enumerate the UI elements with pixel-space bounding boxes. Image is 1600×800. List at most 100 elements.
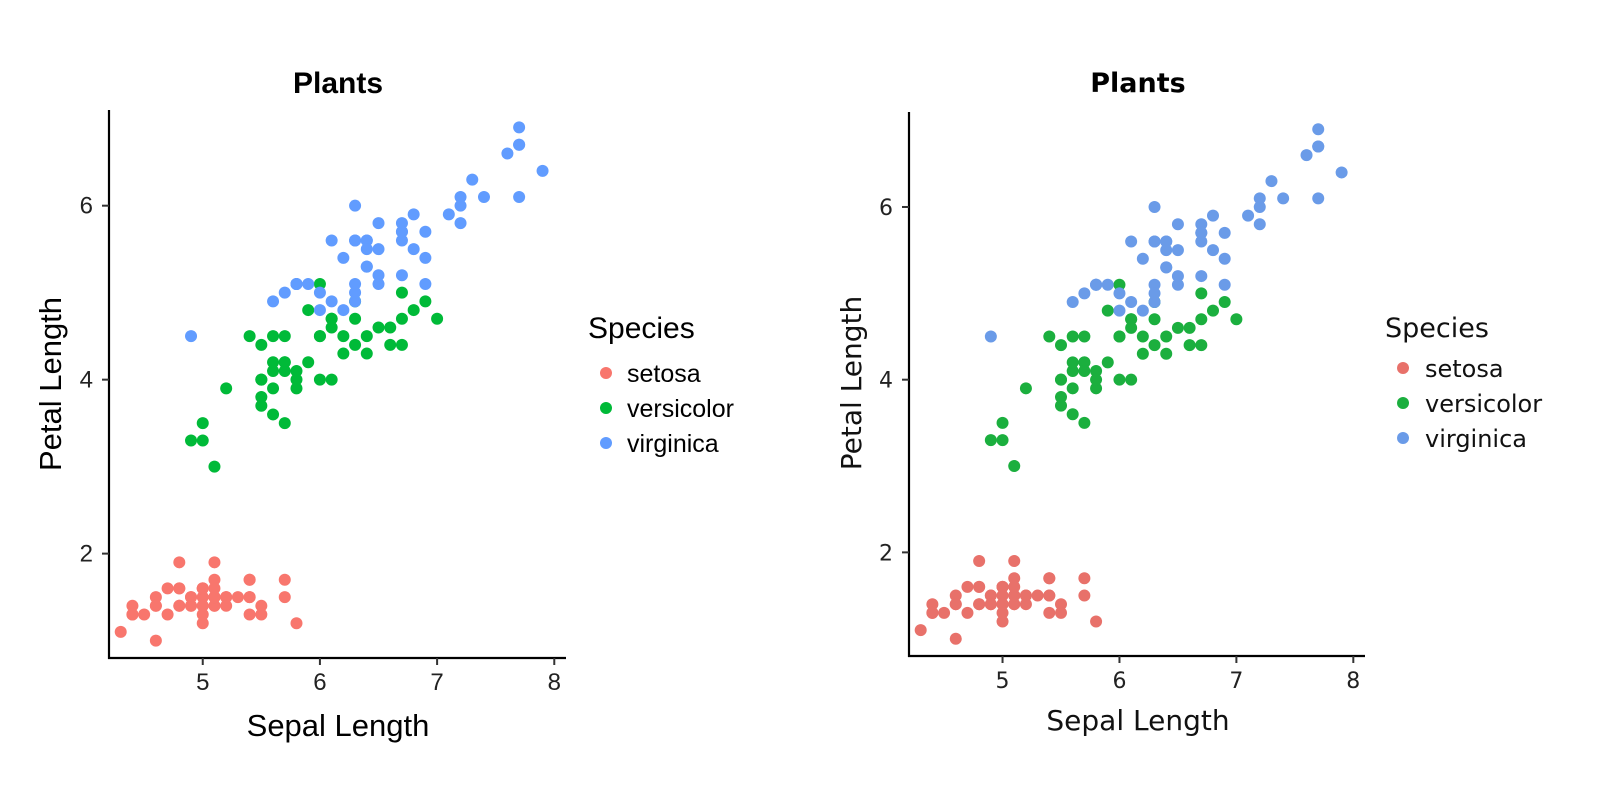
- data-point-virginica: [1160, 261, 1173, 274]
- data-point-versicolor: [384, 321, 397, 334]
- data-point-virginica: [302, 277, 315, 290]
- data-point-setosa: [243, 591, 256, 604]
- x-tick-label: 8: [548, 669, 561, 696]
- data-point-setosa: [996, 580, 1009, 593]
- legend: Species setosa versicolor virginica: [588, 312, 734, 458]
- data-point-versicolor: [407, 304, 420, 317]
- data-point-versicolor: [1055, 390, 1067, 403]
- data-point-virginica: [419, 251, 432, 264]
- data-point-virginica: [1195, 218, 1208, 231]
- data-point-setosa: [1008, 589, 1021, 602]
- data-point-setosa: [161, 608, 174, 621]
- data-point-versicolor: [1136, 347, 1149, 360]
- data-point-virginica: [313, 304, 326, 317]
- legend-label-setosa: setosa: [627, 360, 701, 388]
- data-point-setosa: [1008, 572, 1021, 585]
- data-point-setosa: [173, 582, 186, 595]
- y-axis-label: Petal Length: [33, 297, 68, 471]
- data-point-virginica: [1136, 252, 1149, 265]
- data-point-virginica: [1148, 200, 1161, 213]
- legend-label-setosa: setosa: [1425, 355, 1504, 383]
- data-point-setosa: [126, 599, 139, 612]
- data-point-virginica: [1148, 278, 1161, 291]
- data-point-versicolor: [302, 356, 315, 369]
- data-point-versicolor: [1043, 330, 1056, 343]
- data-point-setosa: [996, 589, 1009, 602]
- data-point-setosa: [185, 591, 198, 604]
- data-point-virginica: [1148, 235, 1161, 248]
- data-point-virginica: [454, 190, 467, 203]
- data-point-versicolor: [267, 330, 280, 343]
- data-point-virginica: [419, 277, 432, 290]
- data-point-virginica: [372, 269, 385, 282]
- data-point-setosa: [243, 573, 256, 586]
- data-point-virginica: [1300, 149, 1313, 162]
- data-point-virginica: [1218, 252, 1231, 265]
- data-point-versicolor: [1160, 347, 1173, 360]
- x-tick-label: 5: [996, 669, 1010, 694]
- data-point-setosa: [196, 617, 209, 630]
- data-point-setosa: [255, 599, 268, 612]
- data-point-setosa: [149, 634, 162, 647]
- data-point-setosa: [973, 598, 986, 611]
- data-point-setosa: [1043, 572, 1056, 585]
- data-point-versicolor: [1090, 382, 1103, 395]
- data-point-versicolor: [1183, 321, 1196, 334]
- data-point-setosa: [208, 573, 221, 586]
- data-point-virginica: [185, 330, 198, 343]
- data-point-virginica: [1218, 226, 1231, 239]
- data-point-versicolor: [185, 434, 198, 447]
- data-point-versicolor: [1218, 295, 1231, 308]
- data-point-versicolor: [267, 356, 280, 369]
- data-point-versicolor: [337, 347, 350, 360]
- data-point-virginica: [1195, 235, 1208, 248]
- data-point-virginica: [395, 217, 408, 230]
- data-point-virginica: [395, 234, 408, 247]
- data-point-setosa: [208, 582, 221, 595]
- data-point-versicolor: [1136, 330, 1149, 343]
- data-point-setosa: [173, 556, 186, 569]
- data-point-virginica: [1136, 304, 1149, 317]
- legend: Species setosa versicolor virginica: [1385, 313, 1542, 453]
- data-point-setosa: [984, 589, 997, 602]
- data-point-versicolor: [1090, 365, 1103, 378]
- x-tick-label: 5: [196, 669, 209, 696]
- data-point-setosa: [1019, 589, 1032, 602]
- data-point-setosa: [1078, 572, 1091, 585]
- data-point-versicolor: [1008, 460, 1021, 473]
- data-point-setosa: [1019, 598, 1032, 611]
- data-point-setosa: [961, 606, 974, 619]
- data-point-versicolor: [1101, 356, 1114, 369]
- data-point-virginica: [290, 277, 303, 290]
- legend-marker-setosa: [1397, 362, 1409, 374]
- data-point-setosa: [1043, 606, 1056, 619]
- data-point-setosa: [926, 598, 939, 611]
- data-point-virginica: [349, 286, 362, 299]
- data-point-setosa: [185, 599, 198, 612]
- data-point-versicolor: [278, 417, 291, 430]
- data-point-versicolor: [1066, 365, 1079, 378]
- data-point-versicolor: [349, 312, 362, 325]
- data-point-versicolor: [325, 373, 338, 386]
- data-point-virginica: [1125, 295, 1138, 308]
- data-point-setosa: [996, 606, 1009, 619]
- data-point-versicolor: [1066, 382, 1079, 395]
- data-point-setosa: [173, 599, 186, 612]
- data-point-versicolor: [278, 330, 291, 343]
- data-point-setosa: [208, 556, 221, 569]
- data-point-virginica: [313, 286, 326, 299]
- data-point-virginica: [1125, 235, 1138, 248]
- data-point-virginica: [1253, 192, 1266, 205]
- data-point-virginica: [536, 164, 549, 177]
- data-point-virginica: [1148, 295, 1161, 308]
- data-point-virginica: [360, 260, 373, 273]
- data-point-setosa: [196, 608, 209, 621]
- data-point-versicolor: [1148, 339, 1161, 352]
- data-point-versicolor: [337, 330, 350, 343]
- y-axis-label: Petal Length: [835, 296, 868, 471]
- legend-items: setosa versicolor virginica: [600, 360, 734, 458]
- x-tick-label: 6: [313, 669, 326, 696]
- data-point-versicolor: [1066, 356, 1079, 369]
- data-point-versicolor: [255, 338, 268, 351]
- data-point-virginica: [1195, 226, 1208, 239]
